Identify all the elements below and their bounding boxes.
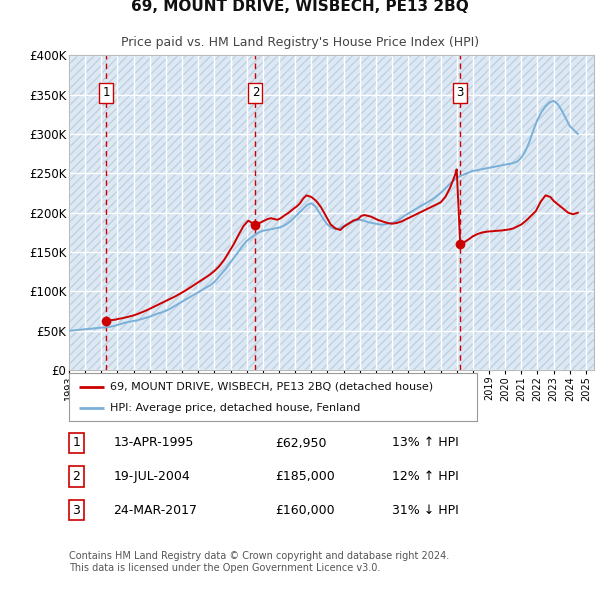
Text: £62,950: £62,950 xyxy=(275,437,327,450)
Text: 3: 3 xyxy=(73,504,80,517)
Text: 12% ↑ HPI: 12% ↑ HPI xyxy=(392,470,459,483)
Text: 2: 2 xyxy=(73,470,80,483)
Text: 1: 1 xyxy=(102,87,110,100)
Text: 13% ↑ HPI: 13% ↑ HPI xyxy=(392,437,459,450)
Text: £160,000: £160,000 xyxy=(275,504,335,517)
Text: £185,000: £185,000 xyxy=(275,470,335,483)
Text: 19-JUL-2004: 19-JUL-2004 xyxy=(113,470,190,483)
Text: 24-MAR-2017: 24-MAR-2017 xyxy=(113,504,197,517)
Text: 69, MOUNT DRIVE, WISBECH, PE13 2BQ: 69, MOUNT DRIVE, WISBECH, PE13 2BQ xyxy=(131,0,469,14)
Text: HPI: Average price, detached house, Fenland: HPI: Average price, detached house, Fenl… xyxy=(110,403,360,413)
Text: 2: 2 xyxy=(251,87,259,100)
Text: 69, MOUNT DRIVE, WISBECH, PE13 2BQ (detached house): 69, MOUNT DRIVE, WISBECH, PE13 2BQ (deta… xyxy=(110,382,433,392)
Text: 13-APR-1995: 13-APR-1995 xyxy=(113,437,194,450)
Text: 31% ↓ HPI: 31% ↓ HPI xyxy=(392,504,459,517)
Text: 3: 3 xyxy=(457,87,464,100)
Text: 1: 1 xyxy=(73,437,80,450)
Text: Price paid vs. HM Land Registry's House Price Index (HPI): Price paid vs. HM Land Registry's House … xyxy=(121,37,479,50)
Text: Contains HM Land Registry data © Crown copyright and database right 2024.
This d: Contains HM Land Registry data © Crown c… xyxy=(69,551,449,573)
